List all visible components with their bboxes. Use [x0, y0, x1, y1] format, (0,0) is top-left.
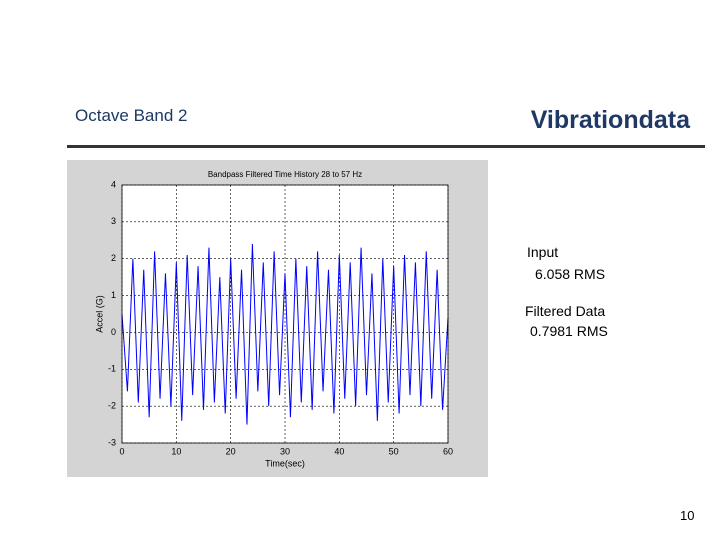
y-tick-label: 2	[111, 253, 116, 263]
chart-title: Bandpass Filtered Time History 28 to 57 …	[208, 170, 362, 179]
slide-title: Octave Band 2	[75, 106, 188, 125]
x-tick-label: 30	[280, 446, 290, 456]
note: 0.7981 RMS	[530, 323, 608, 339]
y-tick-label: 4	[111, 179, 116, 189]
y-tick-label: -1	[108, 364, 116, 374]
y-tick-label: 3	[111, 216, 116, 226]
chart: Bandpass Filtered Time History 28 to 57 …	[67, 160, 488, 477]
divider	[67, 145, 705, 148]
note: Filtered Data	[525, 303, 606, 319]
y-tick-label: 0	[111, 327, 116, 337]
note: Input	[527, 244, 559, 260]
x-tick-label: 50	[389, 446, 399, 456]
page-number: 10	[680, 508, 695, 523]
y-tick-label: -2	[108, 401, 116, 411]
brand: Vibrationdata	[530, 106, 690, 134]
plot-frame	[121, 184, 449, 444]
y-tick-label: -3	[108, 437, 116, 447]
y-tick-label: 1	[111, 290, 116, 300]
x-tick-label: 10	[171, 446, 181, 456]
x-tick-label: 40	[334, 446, 344, 456]
x-tick-label: 60	[443, 446, 453, 456]
y-axis-label: Accel (G)	[94, 295, 104, 333]
note: 6.058 RMS	[535, 266, 606, 282]
x-axis-label: Time(sec)	[265, 458, 305, 468]
x-tick-label: 0	[119, 446, 124, 456]
x-tick-label: 20	[226, 446, 236, 456]
series-line	[121, 243, 449, 425]
